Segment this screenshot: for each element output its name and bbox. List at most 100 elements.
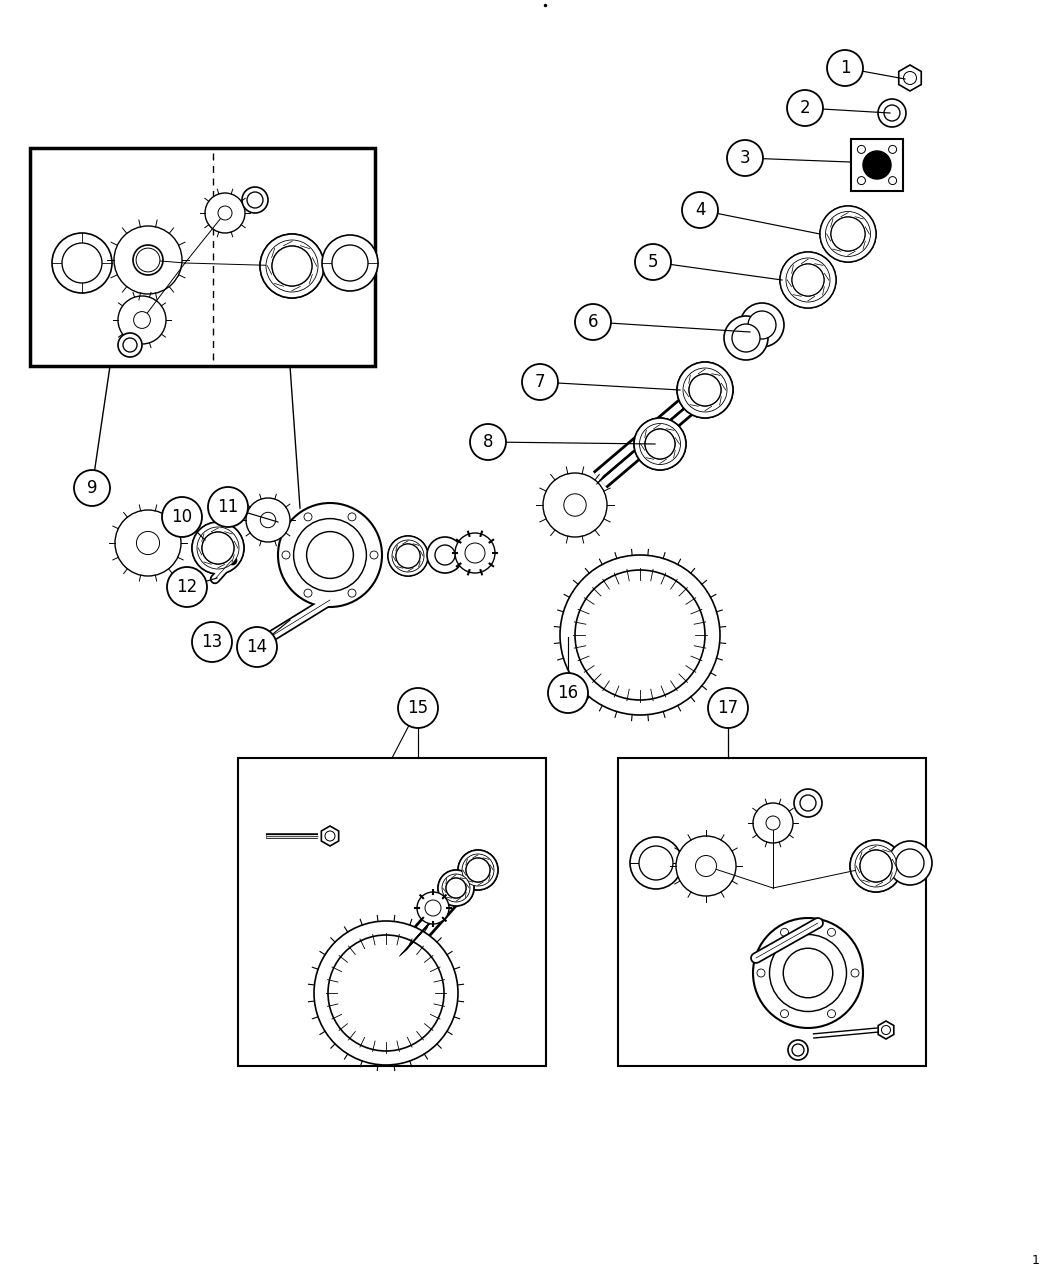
Circle shape	[792, 264, 824, 296]
Circle shape	[635, 244, 671, 280]
Circle shape	[689, 374, 721, 405]
Circle shape	[260, 513, 276, 528]
Circle shape	[118, 296, 166, 344]
Circle shape	[882, 1025, 890, 1034]
Circle shape	[466, 858, 490, 882]
Text: 9: 9	[87, 479, 98, 497]
Polygon shape	[878, 1021, 894, 1039]
Circle shape	[278, 504, 382, 607]
Text: 2: 2	[800, 99, 811, 117]
Circle shape	[458, 850, 498, 890]
Text: 17: 17	[717, 699, 738, 717]
Circle shape	[827, 50, 863, 85]
Circle shape	[348, 513, 356, 521]
Circle shape	[74, 470, 110, 506]
Circle shape	[682, 193, 718, 228]
Circle shape	[247, 193, 262, 208]
Circle shape	[294, 519, 366, 592]
Circle shape	[388, 536, 428, 576]
Circle shape	[438, 870, 474, 907]
Circle shape	[62, 244, 102, 283]
Circle shape	[314, 921, 458, 1065]
Circle shape	[392, 541, 424, 572]
Circle shape	[860, 850, 892, 882]
Circle shape	[858, 177, 865, 185]
Circle shape	[272, 246, 312, 286]
Circle shape	[304, 589, 312, 597]
Circle shape	[136, 532, 160, 555]
Circle shape	[282, 551, 290, 558]
Circle shape	[396, 544, 420, 567]
Text: 4: 4	[695, 201, 706, 219]
Circle shape	[634, 418, 686, 470]
Circle shape	[827, 928, 836, 936]
Circle shape	[850, 840, 902, 892]
Circle shape	[446, 878, 466, 898]
Circle shape	[370, 551, 378, 558]
Circle shape	[780, 252, 836, 309]
Circle shape	[246, 499, 290, 542]
Circle shape	[863, 150, 891, 178]
Circle shape	[425, 900, 441, 915]
Circle shape	[332, 245, 368, 280]
Circle shape	[162, 497, 202, 537]
Circle shape	[192, 521, 244, 574]
Text: 3: 3	[739, 149, 751, 167]
Circle shape	[197, 527, 239, 569]
Circle shape	[202, 532, 234, 564]
Circle shape	[794, 789, 822, 817]
Circle shape	[753, 803, 793, 843]
Circle shape	[322, 235, 378, 291]
Circle shape	[831, 217, 865, 251]
Circle shape	[753, 918, 863, 1028]
Text: 7: 7	[534, 374, 545, 391]
Circle shape	[850, 840, 902, 892]
Circle shape	[575, 570, 705, 700]
Circle shape	[466, 858, 490, 882]
Circle shape	[676, 836, 736, 896]
Circle shape	[708, 688, 748, 728]
Circle shape	[208, 632, 228, 652]
Circle shape	[788, 1040, 808, 1060]
FancyBboxPatch shape	[850, 139, 903, 191]
Polygon shape	[321, 826, 339, 847]
Circle shape	[564, 493, 586, 516]
Circle shape	[770, 935, 846, 1011]
Circle shape	[548, 673, 588, 713]
Text: 14: 14	[247, 638, 268, 657]
Circle shape	[630, 836, 682, 889]
Text: 6: 6	[588, 312, 598, 332]
Circle shape	[307, 532, 354, 579]
Circle shape	[470, 425, 506, 460]
Circle shape	[237, 627, 277, 667]
Circle shape	[792, 264, 824, 296]
Circle shape	[136, 249, 160, 272]
Circle shape	[202, 532, 234, 564]
Circle shape	[896, 849, 924, 877]
Circle shape	[780, 1010, 789, 1017]
Circle shape	[260, 235, 324, 298]
Circle shape	[858, 145, 865, 153]
Circle shape	[114, 226, 182, 295]
Circle shape	[575, 303, 611, 340]
Circle shape	[218, 207, 232, 221]
Circle shape	[348, 589, 356, 597]
Circle shape	[266, 240, 318, 292]
Circle shape	[820, 207, 876, 261]
Circle shape	[118, 333, 142, 357]
Text: 8: 8	[483, 434, 493, 451]
Circle shape	[388, 536, 428, 576]
Circle shape	[139, 251, 157, 269]
Circle shape	[438, 870, 474, 907]
Circle shape	[192, 622, 232, 662]
Circle shape	[732, 324, 760, 352]
Circle shape	[242, 187, 268, 213]
Circle shape	[677, 362, 733, 418]
Circle shape	[645, 428, 675, 459]
Circle shape	[328, 935, 444, 1051]
Text: 16: 16	[558, 683, 579, 703]
Circle shape	[272, 246, 312, 286]
Circle shape	[52, 233, 112, 293]
Circle shape	[786, 258, 830, 302]
Circle shape	[260, 235, 324, 298]
